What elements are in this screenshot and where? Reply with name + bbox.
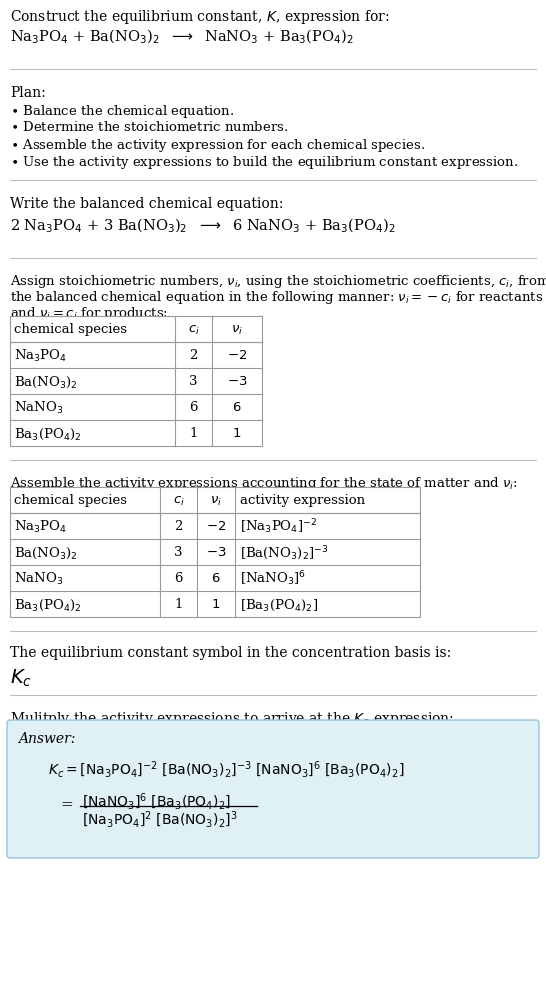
Text: NaNO$_3$: NaNO$_3$: [14, 400, 63, 415]
Text: $1$: $1$: [233, 427, 242, 440]
Text: $6$: $6$: [211, 572, 221, 584]
Bar: [10, 317, 262, 446]
Text: $c_i$: $c_i$: [173, 494, 185, 507]
Text: $K_c$: $K_c$: [10, 667, 32, 689]
Text: Assemble the activity expressions accounting for the state of matter and $\nu_i$: Assemble the activity expressions accoun…: [10, 474, 518, 491]
Text: 2 Na$_3$PO$_4$ + 3 Ba(NO$_3$)$_2$  $\longrightarrow$  6 NaNO$_3$ + Ba$_3$(PO$_4$: 2 Na$_3$PO$_4$ + 3 Ba(NO$_3$)$_2$ $\long…: [10, 217, 396, 236]
Text: $1$: $1$: [211, 598, 221, 611]
Text: Answer:: Answer:: [18, 732, 75, 746]
Text: Mulitply the activity expressions to arrive at the $K_c$ expression:: Mulitply the activity expressions to arr…: [10, 710, 454, 728]
Text: =: =: [60, 797, 73, 811]
Text: 6: 6: [174, 572, 183, 584]
Text: 2: 2: [189, 349, 198, 362]
Text: [Ba(NO$_3$)$_2$]$^{-3}$: [Ba(NO$_3$)$_2$]$^{-3}$: [240, 544, 329, 562]
Text: 2: 2: [174, 520, 183, 533]
Text: 1: 1: [189, 427, 198, 440]
Text: Na$_3$PO$_4$ + Ba(NO$_3$)$_2$  $\longrightarrow$  NaNO$_3$ + Ba$_3$(PO$_4$)$_2$: Na$_3$PO$_4$ + Ba(NO$_3$)$_2$ $\longrigh…: [10, 28, 354, 47]
Text: $\nu_i$: $\nu_i$: [210, 494, 222, 507]
Text: 1: 1: [174, 598, 183, 611]
Text: Ba(NO$_3$)$_2$: Ba(NO$_3$)$_2$: [14, 545, 78, 560]
Bar: [10, 487, 420, 617]
Text: $c_i$: $c_i$: [188, 323, 199, 336]
Text: and $\nu_i = c_i$ for products:: and $\nu_i = c_i$ for products:: [10, 305, 168, 322]
Text: activity expression: activity expression: [240, 494, 365, 507]
Text: Ba$_3$(PO$_4$)$_2$: Ba$_3$(PO$_4$)$_2$: [14, 596, 81, 612]
Text: $-2$: $-2$: [227, 349, 247, 362]
Text: $[\mathrm{NaNO_3}]^6\ [\mathrm{Ba_3(PO_4)_2}]$: $[\mathrm{NaNO_3}]^6\ [\mathrm{Ba_3(PO_4…: [82, 791, 231, 811]
Text: Na$_3$PO$_4$: Na$_3$PO$_4$: [14, 519, 67, 535]
Text: $\bullet$ Assemble the activity expression for each chemical species.: $\bullet$ Assemble the activity expressi…: [10, 137, 425, 154]
Text: $\nu_i$: $\nu_i$: [231, 323, 243, 336]
Text: Write the balanced chemical equation:: Write the balanced chemical equation:: [10, 197, 283, 211]
Text: the balanced chemical equation in the following manner: $\nu_i = -c_i$ for react: the balanced chemical equation in the fo…: [10, 288, 543, 306]
Text: Assign stoichiometric numbers, $\nu_i$, using the stoichiometric coefficients, $: Assign stoichiometric numbers, $\nu_i$, …: [10, 272, 546, 289]
Text: chemical species: chemical species: [14, 323, 127, 336]
FancyBboxPatch shape: [7, 721, 539, 858]
Text: 6: 6: [189, 402, 198, 414]
Text: 3: 3: [174, 546, 183, 559]
Text: chemical species: chemical species: [14, 494, 127, 507]
Text: $K_c = [\mathrm{Na_3PO_4}]^{-2}\ [\mathrm{Ba(NO_3)_2}]^{-3}\ [\mathrm{NaNO_3}]^6: $K_c = [\mathrm{Na_3PO_4}]^{-2}\ [\mathr…: [48, 759, 405, 779]
Text: 3: 3: [189, 375, 198, 388]
Text: $-3$: $-3$: [206, 546, 226, 559]
Text: Construct the equilibrium constant, $K$, expression for:: Construct the equilibrium constant, $K$,…: [10, 8, 390, 26]
Text: [NaNO$_3$]$^6$: [NaNO$_3$]$^6$: [240, 570, 306, 587]
Text: The equilibrium constant symbol in the concentration basis is:: The equilibrium constant symbol in the c…: [10, 645, 451, 659]
Text: [Ba$_3$(PO$_4$)$_2$]: [Ba$_3$(PO$_4$)$_2$]: [240, 596, 318, 612]
Text: $[\mathrm{Na_3PO_4}]^2\ [\mathrm{Ba(NO_3)_2}]^3$: $[\mathrm{Na_3PO_4}]^2\ [\mathrm{Ba(NO_3…: [82, 809, 238, 830]
Text: Plan:: Plan:: [10, 85, 46, 100]
Text: Ba$_3$(PO$_4$)$_2$: Ba$_3$(PO$_4$)$_2$: [14, 426, 81, 441]
Text: Ba(NO$_3$)$_2$: Ba(NO$_3$)$_2$: [14, 374, 78, 390]
Text: $\bullet$ Balance the chemical equation.: $\bullet$ Balance the chemical equation.: [10, 103, 234, 120]
Text: $\bullet$ Use the activity expressions to build the equilibrium constant express: $\bullet$ Use the activity expressions t…: [10, 154, 518, 171]
Text: Na$_3$PO$_4$: Na$_3$PO$_4$: [14, 348, 67, 364]
Text: NaNO$_3$: NaNO$_3$: [14, 571, 63, 586]
Text: $-2$: $-2$: [206, 520, 226, 533]
Text: $-3$: $-3$: [227, 375, 247, 388]
Text: $6$: $6$: [232, 402, 242, 414]
Text: [Na$_3$PO$_4$]$^{-2}$: [Na$_3$PO$_4$]$^{-2}$: [240, 517, 317, 536]
Text: $\bullet$ Determine the stoichiometric numbers.: $\bullet$ Determine the stoichiometric n…: [10, 120, 288, 134]
